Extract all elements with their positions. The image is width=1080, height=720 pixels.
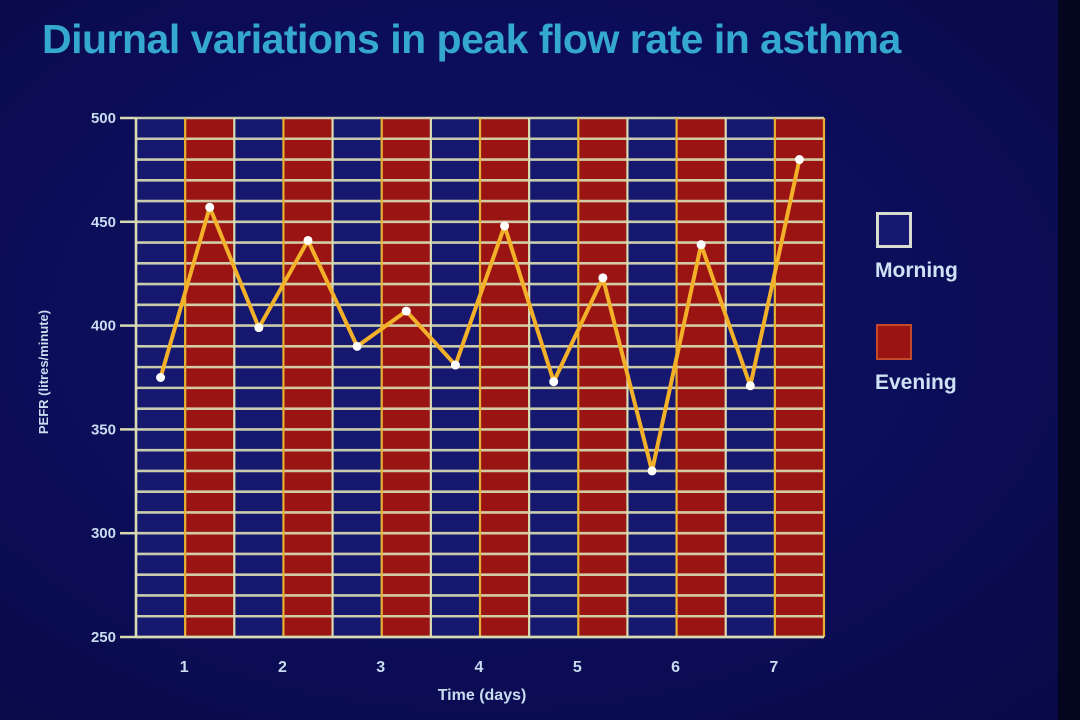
x-tick-label: 2 xyxy=(278,659,287,676)
y-tick-label: 400 xyxy=(91,318,116,335)
y-tick-label: 450 xyxy=(91,214,116,231)
evening-band xyxy=(774,118,824,637)
y-axis-title: PEFR (litres/minute) xyxy=(36,310,51,434)
legend-morning-label: Morning xyxy=(875,259,958,282)
x-axis-title: Time (days) xyxy=(438,687,527,704)
y-tick-label: 500 xyxy=(91,110,116,127)
pefr-data-point xyxy=(156,373,166,382)
x-tick-label: 5 xyxy=(573,659,582,676)
evening-band xyxy=(676,118,726,637)
pefr-data-point xyxy=(500,221,510,231)
pefr-data-point xyxy=(794,155,804,165)
x-tick-label: 7 xyxy=(769,659,778,676)
legend-evening-label: Evening xyxy=(875,371,957,394)
morning-band xyxy=(234,118,284,637)
pefr-data-point xyxy=(401,306,411,316)
pefr-data-point xyxy=(696,240,706,250)
legend-morning-swatch xyxy=(876,212,912,248)
pefr-data-point xyxy=(254,323,264,333)
pefr-data-point xyxy=(450,360,460,370)
pefr-data-point xyxy=(549,377,559,387)
x-tick-label: 4 xyxy=(475,659,484,676)
pefr-data-point xyxy=(352,341,362,351)
pefr-data-point xyxy=(205,202,215,212)
evening-band xyxy=(578,118,628,637)
x-tick-label: 1 xyxy=(180,659,189,676)
y-tick-label: 300 xyxy=(91,525,116,542)
y-tick-label: 250 xyxy=(91,629,116,646)
slide-edge-shadow xyxy=(1058,0,1080,720)
y-tick-label: 350 xyxy=(91,421,116,438)
morning-band xyxy=(332,118,382,637)
legend-evening-swatch xyxy=(876,324,912,360)
pefr-data-point xyxy=(647,466,657,476)
evening-band xyxy=(381,118,431,637)
evening-band xyxy=(185,118,235,637)
morning-band xyxy=(430,118,480,637)
evening-band xyxy=(480,118,530,637)
x-tick-label: 6 xyxy=(671,659,680,676)
x-tick-label: 3 xyxy=(376,659,385,676)
pefr-series-line xyxy=(158,157,802,473)
morning-band xyxy=(627,118,677,637)
evening-band xyxy=(283,118,333,637)
pefr-data-point xyxy=(745,381,755,391)
chart-title: Diurnal variations in peak flow rate in … xyxy=(42,16,901,62)
pefr-data-point xyxy=(598,273,608,283)
pefr-data-point xyxy=(303,235,313,245)
